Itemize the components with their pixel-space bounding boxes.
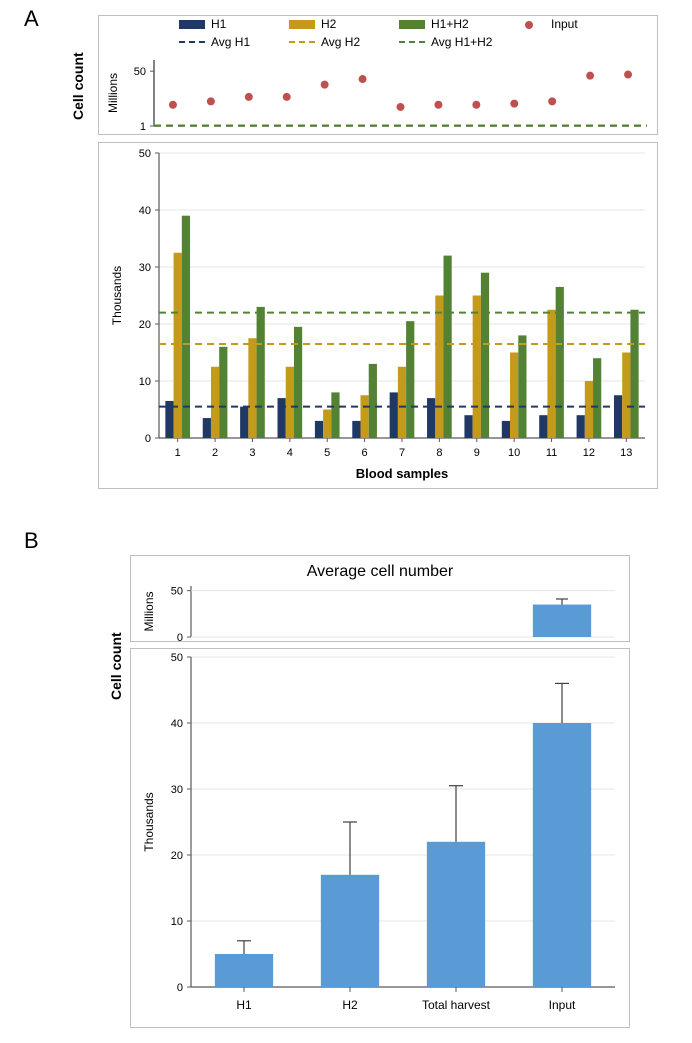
- svg-text:50: 50: [171, 586, 183, 598]
- svg-text:9: 9: [474, 447, 480, 459]
- svg-text:30: 30: [139, 262, 151, 274]
- svg-text:12: 12: [583, 447, 595, 459]
- svg-text:H1+H2: H1+H2: [431, 17, 469, 31]
- svg-text:Millions: Millions: [106, 73, 120, 113]
- svg-text:1: 1: [140, 121, 146, 133]
- panel-label-b: B: [24, 528, 39, 554]
- svg-text:Input: Input: [549, 998, 576, 1012]
- svg-text:Blood samples: Blood samples: [356, 466, 448, 481]
- panel-label-a: A: [24, 6, 39, 32]
- svg-text:Avg H1: Avg H1: [211, 35, 250, 49]
- svg-text:50: 50: [139, 148, 151, 160]
- svg-text:0: 0: [145, 433, 151, 445]
- svg-text:10: 10: [508, 447, 520, 459]
- svg-text:40: 40: [171, 718, 183, 730]
- svg-text:H1: H1: [211, 17, 227, 31]
- svg-text:Avg H1+H2: Avg H1+H2: [431, 35, 493, 49]
- svg-text:10: 10: [171, 916, 183, 928]
- svg-text:6: 6: [362, 447, 368, 459]
- svg-text:10: 10: [139, 376, 151, 388]
- svg-text:20: 20: [171, 850, 183, 862]
- svg-text:7: 7: [399, 447, 405, 459]
- panel-b-bottom-chart: 0 10 20 30 40 50 H1 H2 Total harvest Input Thousan…: [130, 648, 630, 1028]
- svg-text:50: 50: [134, 66, 146, 78]
- svg-text:0: 0: [177, 982, 183, 994]
- svg-text:8: 8: [436, 447, 442, 459]
- svg-text:5: 5: [324, 447, 330, 459]
- svg-text:H2: H2: [321, 17, 337, 31]
- svg-text:Millions: Millions: [142, 591, 156, 631]
- panel-b-ylabel-outer: Cell count: [108, 632, 124, 700]
- svg-text:0: 0: [177, 632, 183, 641]
- svg-text:20: 20: [139, 319, 151, 331]
- svg-text:H2: H2: [342, 998, 358, 1012]
- svg-text:Total harvest: Total harvest: [422, 998, 491, 1012]
- svg-text:Thousands: Thousands: [142, 792, 156, 851]
- svg-text:Thousands: Thousands: [110, 266, 124, 325]
- svg-text:11: 11: [546, 447, 557, 459]
- svg-text:4: 4: [287, 447, 293, 459]
- svg-text:2: 2: [212, 447, 218, 459]
- svg-text:40: 40: [139, 205, 151, 217]
- svg-text:1: 1: [175, 447, 181, 459]
- page: { "panelA_letter": "A", "panelB_letter":…: [0, 0, 692, 1043]
- svg-text:Avg H2: Avg H2: [321, 35, 360, 49]
- svg-text:13: 13: [620, 447, 632, 459]
- svg-text:3: 3: [249, 447, 255, 459]
- panel-a-top-chart: H1 H2 H1+H2 Input Avg H1 Avg H2 Avg H1+H2 1 50 Mi…: [98, 15, 658, 135]
- panel-b-top-chart: Average cell number 0 50 Millions: [130, 555, 630, 642]
- svg-text:30: 30: [171, 784, 183, 796]
- panel-a-bottom-chart: 0102030405012345678910111213ThousandsBlo…: [98, 142, 658, 489]
- svg-text:H1: H1: [236, 998, 252, 1012]
- svg-text:Average cell number: Average cell number: [307, 563, 454, 580]
- svg-text:Input: Input: [551, 17, 578, 31]
- panel-a-ylabel-outer: Cell count: [70, 52, 86, 120]
- svg-text:50: 50: [171, 652, 183, 664]
